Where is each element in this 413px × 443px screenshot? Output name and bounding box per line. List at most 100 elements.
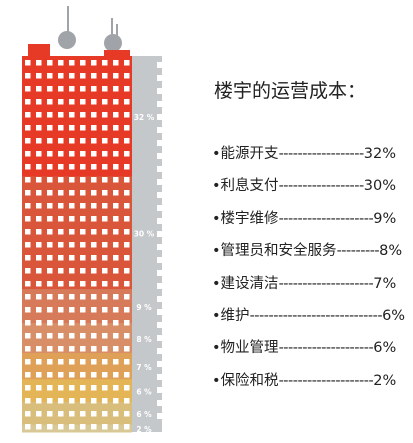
window (58, 268, 64, 274)
window (25, 125, 31, 131)
window (91, 99, 97, 105)
window (58, 86, 64, 92)
window (25, 151, 31, 157)
legend-label: •能源开支 (212, 146, 279, 162)
window (36, 177, 42, 183)
window (47, 125, 53, 131)
window (102, 294, 108, 300)
window (124, 385, 130, 391)
window (91, 385, 97, 391)
window (102, 320, 108, 326)
window (47, 359, 53, 365)
window (80, 151, 86, 157)
window (124, 281, 130, 287)
window (47, 86, 53, 92)
window (124, 320, 130, 326)
window (80, 398, 86, 404)
window (80, 216, 86, 222)
window (47, 138, 53, 144)
window (80, 73, 86, 79)
side-notch (157, 75, 162, 81)
window (102, 281, 108, 287)
legend-item: •保险和税--------------------2% (212, 371, 396, 391)
side-notch (157, 348, 162, 354)
window (80, 190, 86, 196)
window (124, 255, 130, 261)
segment-label: 30 % (134, 230, 155, 239)
window (80, 125, 86, 131)
window (36, 99, 42, 105)
window (36, 151, 42, 157)
window (25, 281, 31, 287)
window (91, 151, 97, 157)
window (102, 164, 108, 170)
antenna-dish (58, 31, 76, 49)
window (91, 216, 97, 222)
chart-title: 楼宇的运营成本： (214, 80, 367, 102)
window (25, 333, 31, 339)
window (36, 268, 42, 274)
window (91, 112, 97, 118)
window (80, 203, 86, 209)
roof-block (104, 50, 130, 56)
window (91, 294, 97, 300)
window (47, 99, 53, 105)
window (69, 346, 75, 352)
window (113, 203, 119, 209)
building-side (132, 56, 162, 432)
legend-label: •建设清洁 (212, 275, 279, 292)
window (91, 307, 97, 313)
side-notch (157, 153, 162, 159)
side-notch (157, 374, 162, 380)
window (69, 424, 75, 430)
window (124, 294, 130, 300)
window (69, 164, 75, 170)
window (25, 411, 31, 417)
window (124, 346, 130, 352)
window (58, 203, 64, 209)
legend-item: •建设清洁--------------------7% (212, 274, 396, 294)
window (69, 99, 75, 105)
legend-value: 6% (373, 340, 397, 357)
window (47, 73, 53, 79)
window (124, 203, 130, 209)
window (25, 203, 31, 209)
window (25, 164, 31, 170)
window (69, 281, 75, 287)
window (58, 112, 64, 118)
window (69, 112, 75, 118)
window (124, 333, 130, 339)
window (69, 411, 75, 417)
window (47, 424, 53, 430)
window (25, 229, 31, 235)
legend-leader: -------------------- (278, 210, 374, 227)
window (91, 255, 97, 261)
window (102, 203, 108, 209)
window (102, 268, 108, 274)
window (124, 112, 130, 118)
legend-label: •保险和税 (212, 372, 279, 389)
legend-value: 30% (363, 178, 396, 195)
window (91, 60, 97, 66)
window (58, 99, 64, 105)
window (113, 164, 119, 170)
window (36, 346, 42, 352)
window (102, 216, 108, 222)
side-notch (157, 179, 162, 185)
legend-leader: -------------------- (278, 372, 374, 389)
window (69, 255, 75, 261)
side-notch (157, 335, 162, 341)
window (47, 112, 53, 118)
window (80, 359, 86, 365)
window (69, 151, 75, 157)
window (80, 86, 86, 92)
segment-labels: 32 % 30 % 9 % 8 % 7 % 6 % 6 % 2 % (134, 113, 155, 434)
window (47, 151, 53, 157)
window (36, 190, 42, 196)
window (113, 86, 119, 92)
window (113, 112, 119, 118)
window (69, 190, 75, 196)
window (69, 372, 75, 378)
side-notch (157, 361, 162, 367)
window (113, 190, 119, 196)
